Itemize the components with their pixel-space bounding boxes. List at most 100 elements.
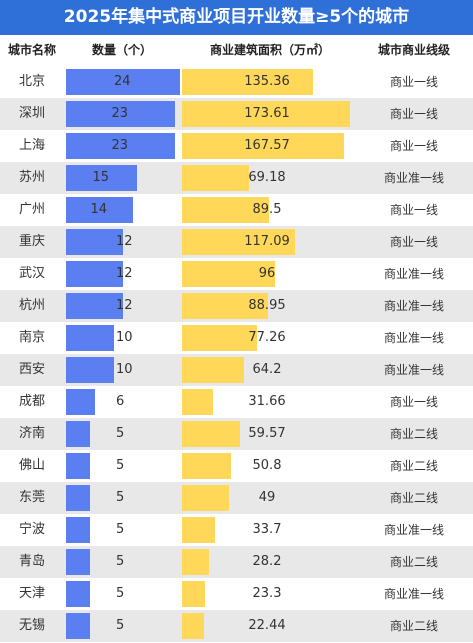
count-label: 5 <box>116 618 125 633</box>
header-tier: 城市商业线级 <box>377 43 450 57</box>
area-bar <box>182 517 215 543</box>
table-row: 西安 10 64.2 商业准一线 <box>0 354 473 386</box>
count-bar <box>66 197 133 223</box>
table-row: 广州 14 89.5 商业一线 <box>0 194 473 226</box>
table-row: 北京 24 135.36 商业一线 <box>0 66 473 98</box>
count-bar <box>66 133 175 159</box>
count-label: 15 <box>92 170 110 185</box>
area-bar <box>182 69 313 95</box>
count-label: 10 <box>116 330 133 345</box>
area-label: 22.44 <box>248 618 286 633</box>
area-bar <box>182 549 209 575</box>
area-label: 88.95 <box>248 298 286 313</box>
count-label: 12 <box>116 298 133 313</box>
tier-label: 商业准一线 <box>383 267 444 281</box>
count-label: 24 <box>114 74 131 89</box>
city-name: 深圳 <box>18 106 45 121</box>
count-label: 12 <box>116 234 133 249</box>
city-name: 苏州 <box>18 170 45 185</box>
count-label: 5 <box>116 426 125 441</box>
count-label: 5 <box>116 458 125 473</box>
city-name: 东莞 <box>18 490 45 505</box>
area-label: 117.09 <box>244 234 290 249</box>
area-label: 28.2 <box>252 554 282 569</box>
count-label: 23 <box>111 138 129 153</box>
count-bar <box>66 325 114 351</box>
count-label: 10 <box>116 362 133 377</box>
tier-label: 商业二线 <box>389 427 438 441</box>
area-bar <box>182 389 213 415</box>
area-label: 49 <box>258 490 276 505</box>
table-row: 南京 10 77.26 商业准一线 <box>0 322 473 354</box>
city-name: 无锡 <box>18 618 45 633</box>
tier-label: 商业二线 <box>389 491 438 505</box>
table-row: 武汉 12 96 商业准一线 <box>0 258 473 290</box>
tier-label: 商业准一线 <box>383 171 444 185</box>
area-bar <box>182 229 295 255</box>
count-bar <box>66 453 90 479</box>
area-label: 33.7 <box>252 522 282 537</box>
city-name: 西安 <box>18 362 45 377</box>
area-bar <box>182 133 344 159</box>
count-bar <box>66 69 180 95</box>
city-name: 青岛 <box>18 554 45 569</box>
tier-label: 商业准一线 <box>383 331 444 345</box>
count-label: 5 <box>116 522 125 537</box>
area-bar <box>182 485 229 511</box>
table-row: 重庆 12 117.09 商业一线 <box>0 226 473 258</box>
chart-title: 2025年集中式商业项目开业数量≥5个的城市 <box>0 0 473 35</box>
area-label: 96 <box>258 266 276 281</box>
area-label: 167.57 <box>244 138 290 153</box>
count-label: 12 <box>116 266 133 281</box>
tier-label: 商业一线 <box>389 139 438 153</box>
tier-label: 商业一线 <box>389 203 438 217</box>
tier-label: 商业准一线 <box>383 587 444 601</box>
city-name: 北京 <box>18 74 45 89</box>
area-bar <box>182 165 249 191</box>
tier-label: 商业二线 <box>389 555 438 569</box>
count-bar <box>66 517 90 543</box>
count-bar <box>66 229 123 255</box>
city-name: 成都 <box>18 394 45 409</box>
tier-label: 商业二线 <box>389 619 438 633</box>
area-bar <box>182 197 269 223</box>
count-bar <box>66 261 123 287</box>
count-bar <box>66 101 175 127</box>
city-name: 宁波 <box>18 522 45 537</box>
count-bar <box>66 485 90 511</box>
count-label: 5 <box>116 490 125 505</box>
count-label: 5 <box>116 554 125 569</box>
table-row: 杭州 12 88.95 商业准一线 <box>0 290 473 322</box>
header-count: 数量（个） <box>91 43 152 57</box>
count-bar <box>66 389 95 415</box>
area-label: 64.2 <box>252 362 282 377</box>
table-row: 青岛 5 28.2 商业二线 <box>0 546 473 578</box>
area-bar <box>182 261 275 287</box>
area-bar <box>182 325 257 351</box>
count-label: 14 <box>90 202 108 217</box>
count-bar <box>66 613 90 639</box>
tier-label: 商业准一线 <box>383 299 444 313</box>
area-label: 23.3 <box>252 586 282 601</box>
table-row: 深圳 23 173.61 商业一线 <box>0 98 473 130</box>
area-bar <box>182 357 244 383</box>
tier-label: 商业一线 <box>389 107 438 121</box>
table-row: 无锡 5 22.44 商业二线 <box>0 610 473 642</box>
count-bar <box>66 165 137 191</box>
tier-label: 商业准一线 <box>383 523 444 537</box>
area-bar <box>182 421 240 447</box>
table-row: 上海 23 167.57 商业一线 <box>0 130 473 162</box>
city-name: 佛山 <box>18 458 45 473</box>
city-name: 济南 <box>18 426 45 441</box>
area-label: 69.18 <box>248 170 286 185</box>
area-bar <box>182 101 350 127</box>
count-bar <box>66 421 90 447</box>
city-name: 南京 <box>18 330 45 345</box>
tier-label: 商业一线 <box>389 235 438 249</box>
count-bar <box>66 581 90 607</box>
table-row: 成都 6 31.66 商业一线 <box>0 386 473 418</box>
city-name: 天津 <box>18 586 45 601</box>
area-label: 77.26 <box>248 330 286 345</box>
count-bar <box>66 549 90 575</box>
